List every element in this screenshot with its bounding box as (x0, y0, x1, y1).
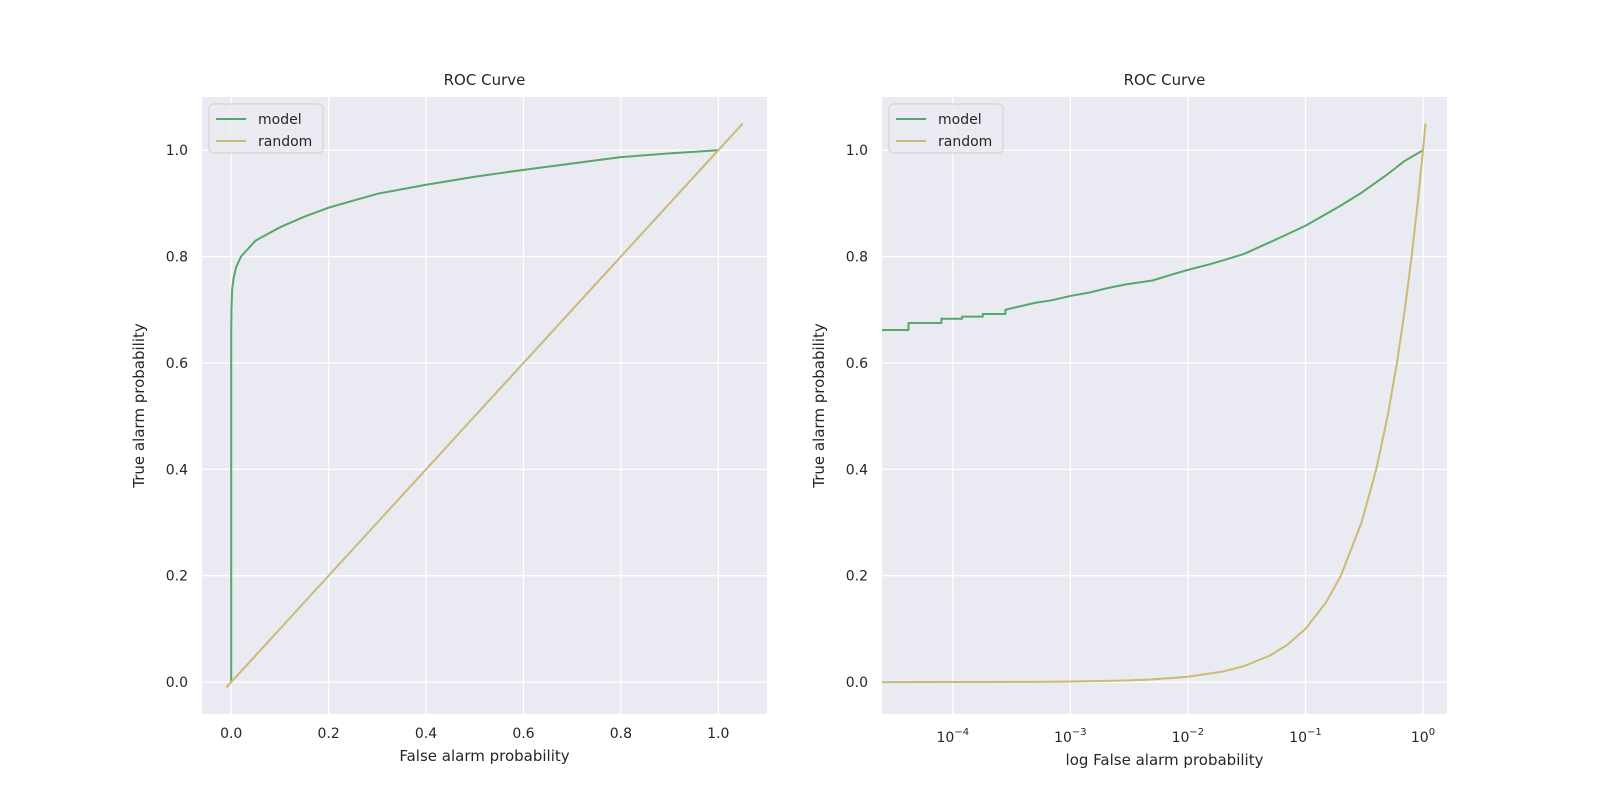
chart-title: ROC Curve (1124, 71, 1206, 89)
x-tick-label: 10−3 (1054, 727, 1087, 746)
x-tick-label: 10−1 (1289, 727, 1322, 746)
x-tick-label: 0.6 (512, 726, 534, 742)
x-tick-base: 10 (1054, 730, 1072, 746)
x-tick-base: 10 (1411, 730, 1429, 746)
x-axis-label: False alarm probability (399, 747, 569, 765)
y-tick-label: 0.4 (166, 462, 188, 478)
y-tick-label: 0.2 (846, 569, 868, 585)
y-axis-label: True alarm probability (810, 323, 828, 489)
legend: model random (888, 103, 1004, 154)
y-tick-label: 0.4 (846, 462, 868, 478)
series-line-random (882, 123, 1427, 684)
y-tick-label: 0.8 (846, 250, 868, 266)
y-tick-label: 0.2 (166, 569, 188, 585)
x-tick-label: 0.2 (318, 726, 340, 742)
legend-label-model: model (938, 112, 982, 128)
y-tick-label: 0.0 (166, 675, 188, 691)
y-tick-label: 1.0 (846, 143, 868, 159)
plot-background (882, 97, 1447, 714)
x-tick-label: 0.4 (415, 726, 437, 742)
x-tick-exponent: −4 (954, 727, 969, 738)
x-tick-exponent: 0 (1429, 727, 1435, 738)
series-line-random (225, 122, 744, 689)
series-line-model (230, 149, 719, 683)
chart-title: ROC Curve (444, 71, 526, 89)
x-tick-base: 10 (1172, 730, 1190, 746)
y-axis-label: True alarm probability (130, 323, 148, 489)
x-tick-label: 0.8 (610, 726, 632, 742)
x-tick-exponent: −1 (1307, 727, 1322, 738)
y-tick-label: 0.6 (166, 356, 188, 372)
y-tick-label: 0.6 (846, 356, 868, 372)
series-line-model (882, 149, 1424, 331)
y-tick-label: 0.8 (166, 250, 188, 266)
legend-label-random: random (258, 134, 312, 150)
chart-panel-2: 10−4 10−3 10−2 10−1 1000.00.20.40.60.81.0ROC… (810, 71, 1447, 769)
x-axis-label: log False alarm probability (1066, 751, 1264, 769)
y-tick-label: 0.0 (846, 675, 868, 691)
x-tick-label: 100 (1411, 727, 1435, 746)
x-tick-base: 10 (936, 730, 954, 746)
x-tick-label: 1.0 (707, 726, 729, 742)
x-tick-exponent: −3 (1072, 727, 1087, 738)
chart-panel-1: 0.0 0.2 0.4 0.6 0.8 1.0 0.0 0.2 0.4 0.6 0.8 1.0 ROC … (130, 71, 767, 765)
x-tick-label: 10−2 (1172, 727, 1205, 746)
x-tick-exponent: −2 (1189, 727, 1204, 738)
legend-label-model: model (258, 112, 302, 128)
legend-label-random: random (938, 134, 992, 150)
y-tick-label: 1.0 (166, 143, 188, 159)
x-tick-label: 10−4 (936, 727, 969, 746)
x-tick-label: 0.0 (220, 726, 242, 742)
legend: model random (208, 103, 324, 154)
x-tick-base: 10 (1289, 730, 1307, 746)
